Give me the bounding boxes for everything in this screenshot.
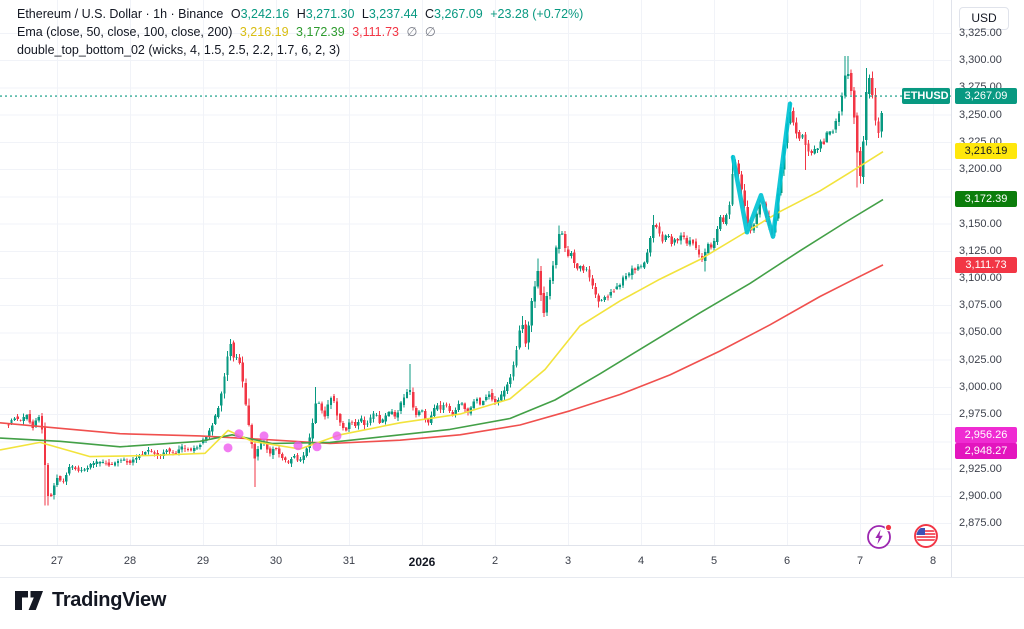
time-tick-label: 31: [342, 555, 356, 567]
time-tick-label: 27: [50, 555, 64, 567]
ema100-line: [0, 198, 884, 448]
lightning-icon: [867, 523, 893, 549]
ema200-line: [0, 264, 884, 445]
price-tick-label: 3,000.00: [959, 380, 1002, 393]
price-tick-label: 3,200.00: [959, 163, 1002, 176]
ohlc-close-value: 3,267.09: [434, 7, 483, 21]
flash-ideas-button[interactable]: [866, 522, 894, 550]
price-tick-label: 3,300.00: [959, 54, 1002, 67]
time-axis[interactable]: 27 28 29 30 31 2026 2 3 4 5 6 7 8: [0, 545, 951, 578]
price-badge: 3,172.39: [955, 191, 1017, 208]
price-tick-label: 2,925.00: [959, 462, 1002, 475]
time-tick-label: 29: [196, 555, 210, 567]
time-tick-label: 3: [564, 555, 572, 567]
legend-symbol-row[interactable]: Ethereum / U.S. Dollar · 1h · Binance O3…: [17, 5, 587, 23]
time-tick-label: 6: [783, 555, 791, 567]
price-tick-label: 3,100.00: [959, 272, 1002, 284]
currency-toggle-button[interactable]: USD: [959, 7, 1009, 30]
time-tick-label: 5: [710, 555, 718, 567]
price-tick-label: 3,075.00: [959, 299, 1002, 312]
pattern-dot: [332, 431, 342, 441]
price-axis[interactable]: USD 3,325.003,300.003,275.003,250.003,22…: [951, 0, 1024, 577]
us-flag-icon: [914, 524, 938, 548]
price-tick-label: 3,050.00: [959, 326, 1002, 339]
ohlc-low-value: 3,237.44: [368, 7, 418, 21]
time-tick-label: 4: [637, 555, 645, 567]
price-tick-label: 2,875.00: [959, 517, 1002, 529]
price-tick-label: 3,250.00: [959, 108, 1002, 121]
axis-corner: [951, 545, 1024, 578]
legend-ema-row[interactable]: Ema (close, 50, close, 100, close, 200) …: [17, 23, 587, 41]
candlestick-chart[interactable]: [0, 0, 951, 545]
ohlc-close-label: C: [425, 7, 435, 21]
double-top-bottom-label[interactable]: double_top_bottom_02 (wicks, 4, 1.5, 2.5…: [17, 43, 341, 57]
candles: [7, 55, 883, 506]
chart-canvas[interactable]: [0, 0, 951, 545]
ema100-value: 3,172.39: [296, 25, 345, 39]
economic-calendar-button[interactable]: [912, 522, 940, 550]
price-tick-label: 3,150.00: [959, 217, 1002, 230]
price-tick-label: 3,025.00: [959, 353, 1002, 366]
ema-empty-value-2: ∅: [424, 25, 436, 39]
price-badge: 2,948.27: [955, 443, 1017, 460]
pattern-dot: [259, 431, 269, 441]
price-badge: 3,267.09: [955, 88, 1017, 105]
price-badge: 3,216.19: [955, 143, 1017, 160]
ohlc-high-value: 3,271.30: [305, 7, 355, 21]
price-badge: 3,111.73: [955, 257, 1017, 274]
time-tick-label: 2: [491, 555, 499, 567]
change-value: +23.28 (+0.72%): [490, 7, 584, 21]
ema50-line: [0, 151, 884, 458]
price-tick-label: 3,325.00: [959, 27, 1002, 39]
tradingview-logo[interactable]: TradingView: [14, 589, 166, 612]
ohlc-high-label: H: [296, 7, 306, 21]
tradingview-logo-text: TradingView: [52, 589, 167, 611]
time-tick-label: 2026: [408, 555, 436, 569]
ohlc-open-label: O: [230, 7, 241, 21]
price-badge: 2,956.26: [955, 426, 1017, 443]
pattern-dot: [293, 441, 303, 451]
price-tick-label: 3,125.00: [959, 244, 1002, 257]
widget-bottom-border: [0, 577, 1024, 578]
time-tick-label: 30: [269, 555, 283, 567]
pattern-dot: [223, 443, 233, 453]
tradingview-logo-icon: [15, 591, 43, 610]
gridlines: [0, 0, 951, 545]
ema200-value: 3,111.73: [352, 25, 399, 39]
pattern-dot: [234, 429, 244, 439]
price-tick-label: 2,975.00: [959, 408, 1002, 421]
floating-icon-buttons: [866, 522, 940, 550]
ema-empty-value-1: ∅: [406, 25, 418, 39]
pattern-dot: [312, 442, 322, 452]
legend-indicator-row[interactable]: double_top_bottom_02 (wicks, 4, 1.5, 2.5…: [17, 41, 587, 59]
price-tick-label: 2,900.00: [959, 489, 1002, 502]
double-top-bottom-zigzag: [730, 101, 793, 239]
ema-label[interactable]: Ema (close, 50, close, 100, close, 200): [17, 25, 233, 39]
time-tick-label: 7: [856, 555, 864, 567]
chart-legend: Ethereum / U.S. Dollar · 1h · Binance O3…: [17, 5, 587, 59]
time-tick-label: 28: [123, 555, 137, 567]
symbol-title[interactable]: Ethereum / U.S. Dollar · 1h · Binance: [17, 7, 224, 21]
symbol-price-tag: ETHUSD: [902, 88, 950, 105]
time-tick-label: 8: [929, 555, 937, 567]
ohlc-open-value: 3,242.16: [240, 7, 290, 21]
ohlc-low-label: L: [361, 7, 369, 21]
ema50-value: 3,216.19: [239, 25, 289, 39]
